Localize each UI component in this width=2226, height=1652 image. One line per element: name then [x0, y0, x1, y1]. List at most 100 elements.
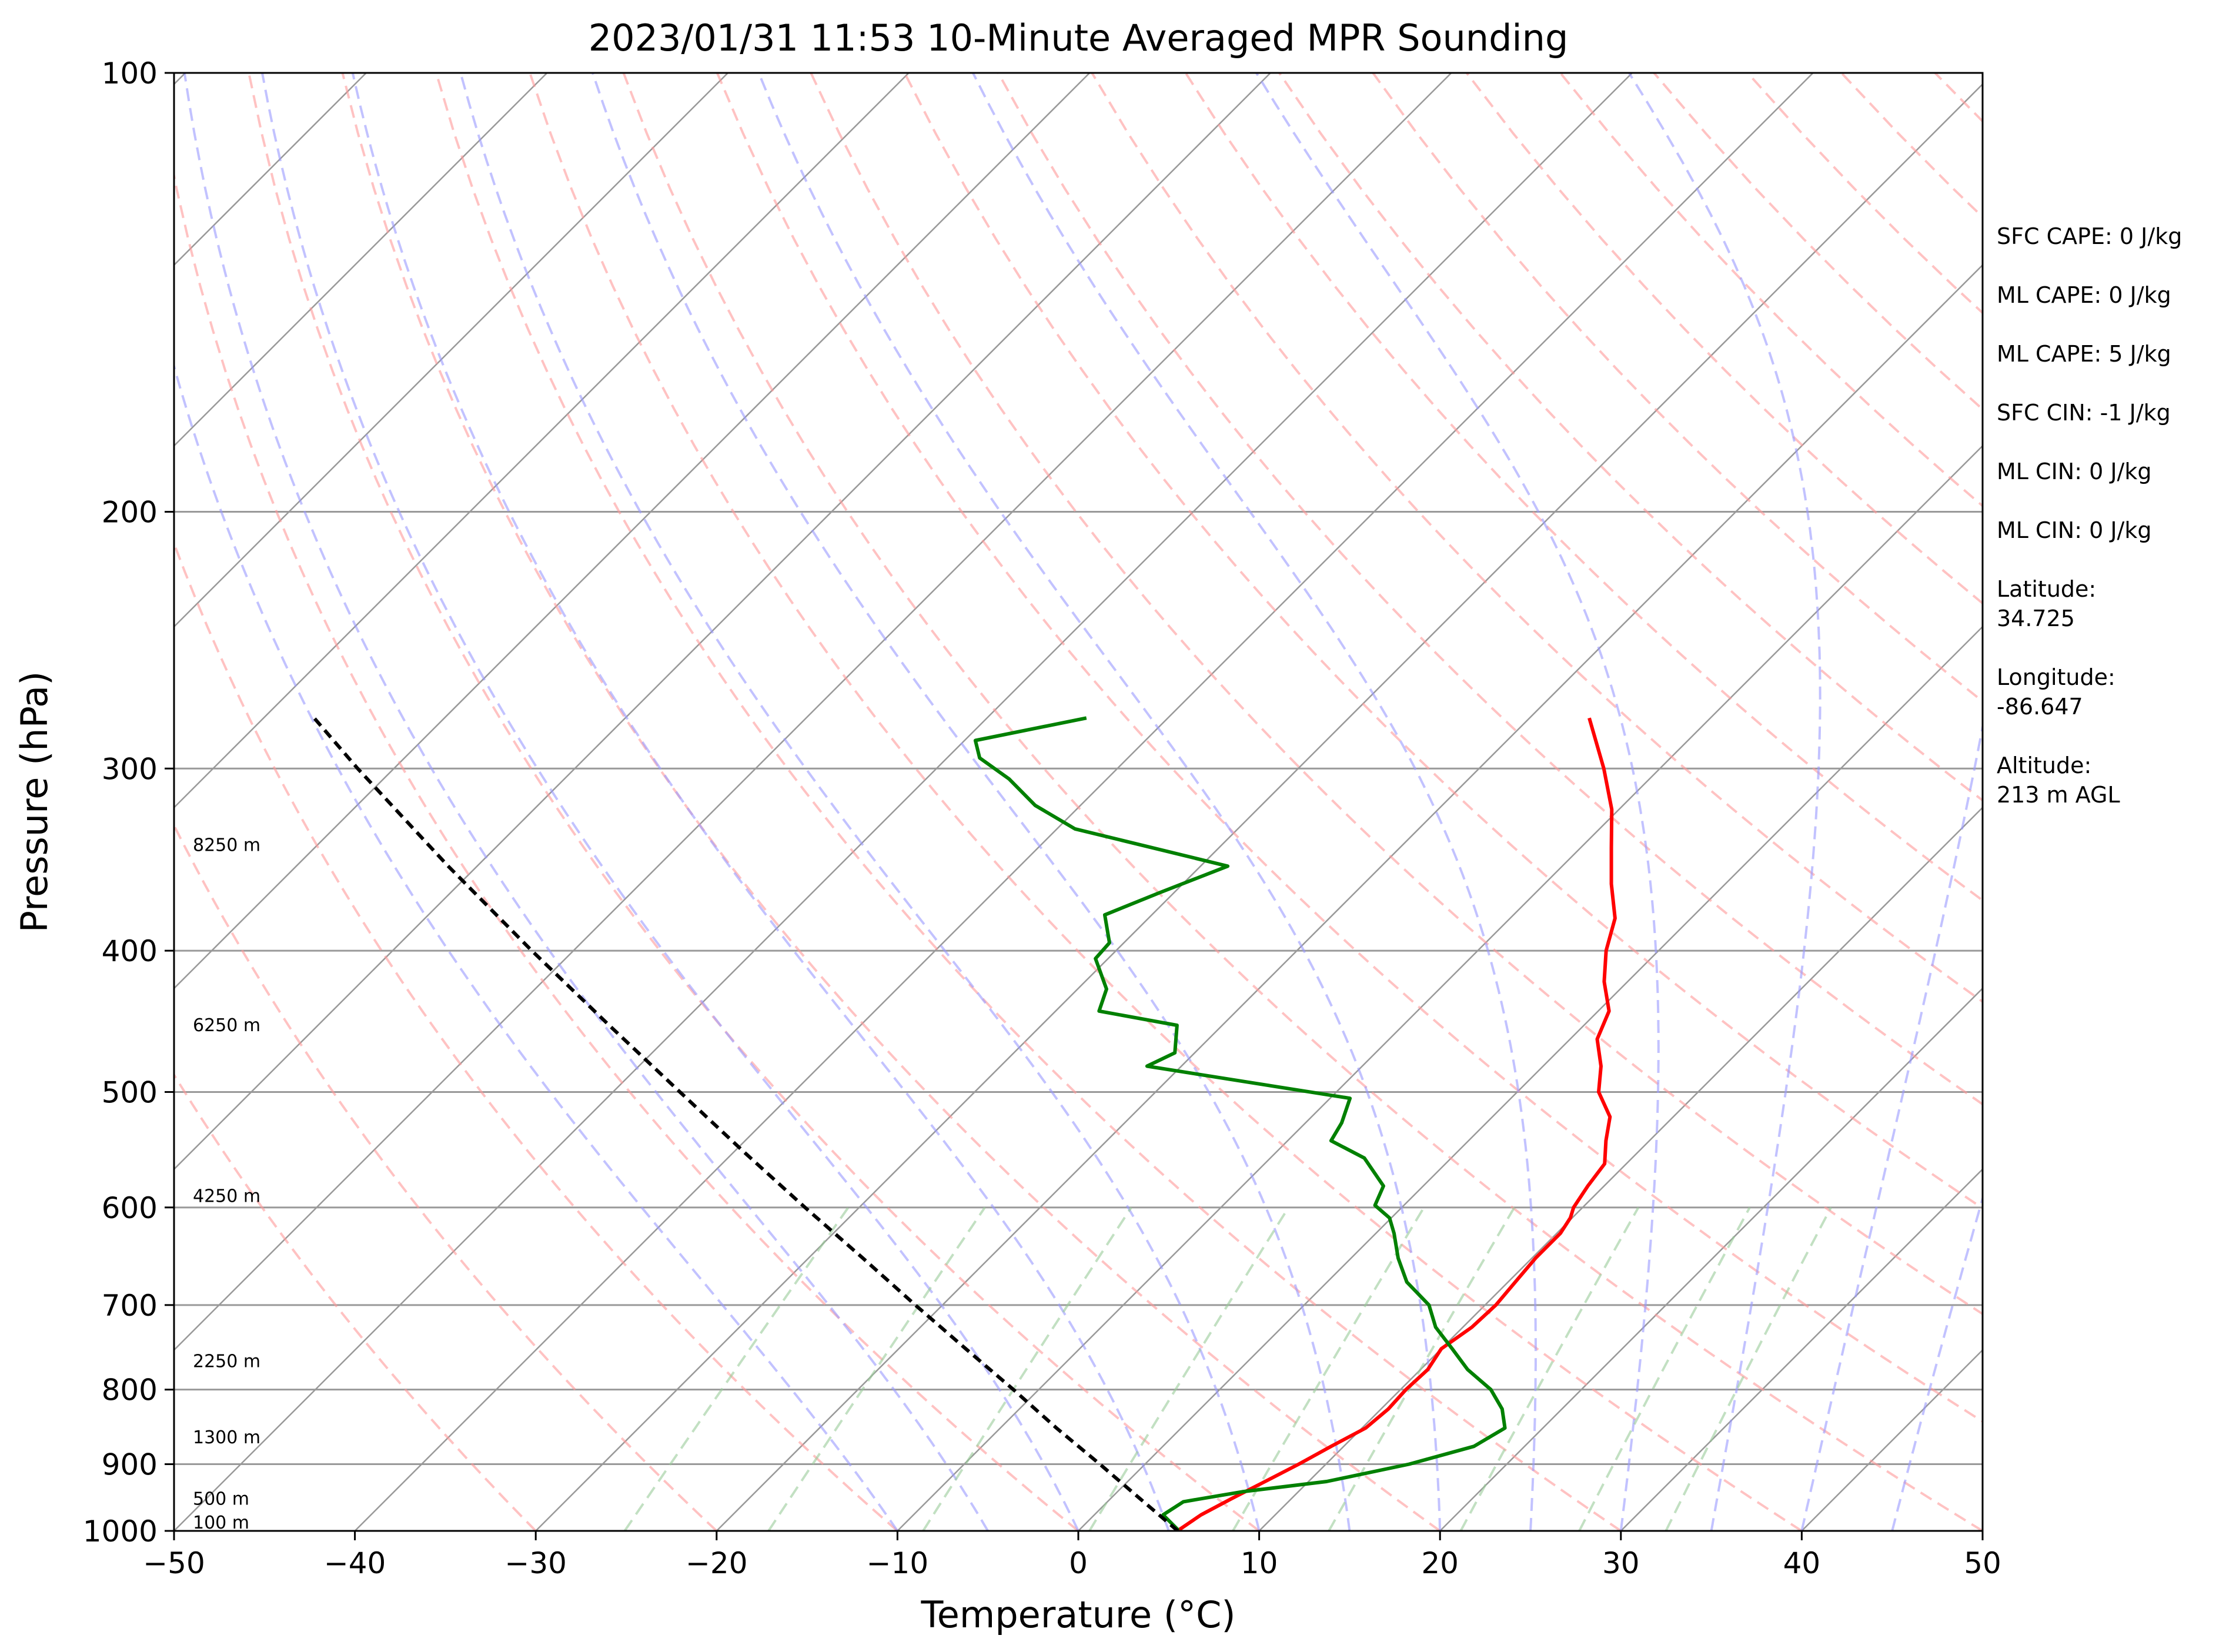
moist-adiabat-line [1800, 721, 1983, 1531]
x-tick-label: −40 [324, 1546, 386, 1580]
height-labels: 8250 m 6250 m 4250 m 2250 m 1300 m 500 m 100 m [193, 835, 260, 1533]
side-info-text: ML CAPE: 5 J/kg [1997, 341, 2171, 367]
x-tick-label: 50 [1964, 1546, 2001, 1580]
mixing-ratio-line [1459, 1206, 1640, 1531]
dry-adiabat-line [622, 73, 1983, 1531]
dry-adiabat-line [1372, 73, 1983, 703]
moist-adiabat-line [183, 73, 989, 1531]
y-tick-label: 700 [102, 1289, 158, 1323]
isotherm-line [174, 73, 728, 628]
x-tick-label: 40 [1783, 1546, 1821, 1580]
y-tick-label: 800 [102, 1373, 158, 1407]
isotherm-line [1620, 1168, 1983, 1531]
side-info-text: SFC CAPE: 0 J/kg [1997, 223, 2182, 249]
isotherm-line [1258, 806, 1983, 1531]
dry-adiabat-line [248, 73, 1260, 1531]
temperature-line [1177, 717, 1617, 1531]
y-tick-label: 1000 [83, 1514, 158, 1549]
dry-adiabat-line [1184, 73, 1983, 902]
mixing-ratio-line [1578, 1206, 1751, 1531]
moist-adiabat-line [174, 362, 899, 1531]
height-label: 1300 m [193, 1427, 260, 1448]
x-tick-label: 30 [1602, 1546, 1640, 1580]
isotherm-line [174, 73, 1452, 1352]
grid-lines [174, 73, 1983, 1531]
moist-adiabat-line [459, 73, 1261, 1531]
y-axis: 100 200 300 400 500 600 700 800 900 1000 [83, 56, 174, 1549]
height-label: 100 m [193, 1513, 249, 1533]
dry-adiabat-line [174, 540, 898, 1531]
x-tick-label: −50 [143, 1546, 205, 1580]
dry-adiabat-line [903, 73, 1983, 1210]
parcel-line [313, 717, 1179, 1531]
dry-adiabat-line [529, 73, 1803, 1531]
sounding-traces [313, 716, 1617, 1531]
x-tick-label: −30 [504, 1546, 567, 1580]
moist-adiabat-line [1255, 73, 1660, 1531]
isotherm-line [174, 73, 910, 809]
plot-area [173, 72, 1984, 1532]
side-info-text: Latitude: [1997, 576, 2096, 602]
height-label: 6250 m [193, 1015, 260, 1036]
side-info-text: Altitude: [1997, 753, 2091, 778]
x-tick-label: 0 [1069, 1546, 1088, 1580]
moist-adiabat-line [591, 73, 1351, 1531]
mixing-ratio-line [1088, 1206, 1290, 1531]
isotherm-line [716, 264, 1983, 1531]
height-label: 2250 m [193, 1351, 260, 1372]
dry-adiabat-line [174, 170, 1079, 1531]
mixing-ratio-line [623, 1206, 850, 1531]
isotherm-line [354, 73, 1814, 1531]
x-axis-label: Temperature (°C) [920, 1593, 1235, 1636]
isotherm-line [1439, 987, 1983, 1531]
moist-adiabat-line [261, 73, 1079, 1531]
moist-adiabat-line [757, 73, 1442, 1531]
side-info-panel: SFC CAPE: 0 J/kg ML CAPE: 0 J/kg ML CAPE: … [1997, 223, 2182, 808]
moist-adiabat-line [1891, 1194, 1983, 1531]
isotherm-line [174, 73, 1271, 1171]
side-info-text: 213 m AGL [1997, 782, 2120, 808]
y-tick-label: 200 [102, 496, 158, 530]
moist-adiabat-line [972, 73, 1537, 1531]
dry-adiabat-line [174, 1072, 537, 1531]
isotherm-line [174, 73, 548, 447]
moist-adiabat-line [1627, 73, 1821, 1531]
x-axis: −50 −40 −30 −20 −10 0 10 20 30 40 50 [143, 1531, 2001, 1580]
mixing-ratio-line [767, 1206, 986, 1531]
y-tick-label: 500 [102, 1075, 158, 1109]
y-tick-label: 600 [102, 1191, 158, 1225]
side-info-text: SFC CIN: -1 J/kg [1997, 400, 2171, 426]
side-info-text: -86.647 [1997, 694, 2083, 720]
mixing-ratio-line [1232, 1206, 1425, 1531]
side-info-text: 34.725 [1997, 606, 2075, 631]
isotherm-line [1078, 626, 1983, 1531]
isotherm-line [174, 73, 1091, 989]
dry-adiabat-line [341, 73, 1441, 1531]
dewpoint-line [973, 716, 1507, 1531]
chart-title: 2023/01/31 11:53 10-Minute Averaged MPR … [589, 16, 1569, 59]
dry-adiabat-line [716, 73, 1983, 1423]
y-tick-label: 300 [102, 752, 158, 786]
x-tick-label: 20 [1421, 1546, 1459, 1580]
height-label: 8250 m [193, 835, 260, 856]
x-tick-label: −10 [867, 1546, 929, 1580]
y-tick-label: 900 [102, 1448, 158, 1482]
isotherm-line [174, 73, 1633, 1531]
dry-adiabat-line [997, 73, 1983, 1106]
mixing-ratio-line [1665, 1206, 1832, 1531]
height-label: 4250 m [193, 1186, 260, 1206]
height-label: 500 m [193, 1489, 249, 1509]
side-info-text: Longitude: [1997, 664, 2115, 690]
y-tick-label: 100 [102, 56, 158, 91]
isotherm-line [535, 83, 1983, 1531]
x-tick-label: 10 [1241, 1546, 1278, 1580]
x-tick-label: −20 [686, 1546, 748, 1580]
side-info-text: ML CAPE: 0 J/kg [1997, 282, 2171, 308]
y-axis-label: Pressure (hPa) [13, 671, 56, 933]
mixing-ratio-line [1328, 1206, 1516, 1531]
y-tick-label: 400 [102, 934, 158, 968]
dry-adiabat-line [174, 822, 718, 1531]
side-info-text: ML CIN: 0 J/kg [1997, 459, 2151, 484]
isotherm-line [897, 444, 1983, 1531]
